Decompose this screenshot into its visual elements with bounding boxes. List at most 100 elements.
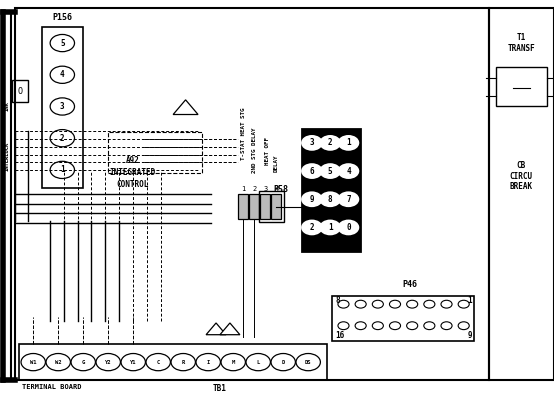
- Text: 6: 6: [310, 167, 314, 175]
- Bar: [260, 194, 270, 219]
- Text: 4: 4: [60, 70, 65, 79]
- Circle shape: [121, 354, 145, 371]
- Text: 0: 0: [346, 223, 351, 232]
- Circle shape: [441, 322, 452, 329]
- Text: P156: P156: [52, 13, 73, 22]
- Circle shape: [221, 354, 245, 371]
- Text: 7: 7: [346, 195, 351, 204]
- Circle shape: [458, 300, 469, 308]
- Text: I: I: [207, 359, 210, 365]
- Text: TERMINAL BOARD: TERMINAL BOARD: [22, 384, 81, 390]
- Circle shape: [246, 354, 270, 371]
- Text: 5: 5: [60, 39, 65, 47]
- Circle shape: [441, 300, 452, 308]
- Circle shape: [338, 300, 349, 308]
- Circle shape: [338, 136, 358, 150]
- Text: 3: 3: [60, 102, 65, 111]
- Circle shape: [146, 354, 171, 371]
- Circle shape: [355, 300, 366, 308]
- Circle shape: [407, 300, 418, 308]
- Circle shape: [21, 354, 45, 371]
- Circle shape: [338, 164, 358, 178]
- Circle shape: [50, 130, 74, 147]
- Bar: [15, 8, 489, 380]
- Bar: [332, 295, 474, 340]
- Text: W1: W1: [30, 359, 37, 365]
- Text: M: M: [232, 359, 235, 365]
- Circle shape: [302, 136, 322, 150]
- Circle shape: [372, 322, 383, 329]
- Bar: [489, 8, 554, 380]
- Text: 3: 3: [263, 186, 268, 192]
- Circle shape: [424, 322, 435, 329]
- Bar: [108, 132, 202, 173]
- Circle shape: [320, 164, 340, 178]
- Text: Y2: Y2: [105, 359, 111, 365]
- Circle shape: [46, 354, 70, 371]
- Circle shape: [302, 164, 322, 178]
- Bar: [19, 344, 327, 380]
- Bar: [302, 129, 360, 250]
- Circle shape: [372, 300, 383, 308]
- Polygon shape: [220, 323, 240, 335]
- Text: 4: 4: [346, 167, 351, 175]
- Circle shape: [302, 192, 322, 206]
- Text: G: G: [81, 359, 85, 365]
- Text: 1: 1: [241, 186, 245, 192]
- Circle shape: [389, 300, 401, 308]
- Text: 2: 2: [252, 186, 257, 192]
- Text: D: D: [281, 359, 285, 365]
- Text: O: O: [17, 87, 23, 96]
- Circle shape: [50, 161, 74, 179]
- Text: 2: 2: [310, 223, 314, 232]
- Circle shape: [296, 354, 320, 371]
- Circle shape: [389, 322, 401, 329]
- Text: W2: W2: [55, 359, 61, 365]
- Circle shape: [96, 354, 120, 371]
- Circle shape: [320, 220, 340, 235]
- Text: 2ND STG DELAY: 2ND STG DELAY: [252, 127, 257, 173]
- Text: CB
CIRCU
BREAK: CB CIRCU BREAK: [510, 161, 533, 191]
- Text: HEAT OFF: HEAT OFF: [264, 137, 270, 165]
- Text: 4: 4: [274, 186, 279, 192]
- Text: 16: 16: [335, 331, 345, 340]
- Text: DS: DS: [305, 359, 311, 365]
- Text: A92
INTEGRATED
CONTROL: A92 INTEGRATED CONTROL: [110, 156, 156, 188]
- Circle shape: [50, 34, 74, 52]
- Text: 9: 9: [310, 195, 314, 204]
- Circle shape: [320, 136, 340, 150]
- Text: P58: P58: [273, 185, 288, 194]
- Text: INK: INK: [4, 101, 10, 111]
- Text: L: L: [257, 359, 260, 365]
- Circle shape: [271, 354, 295, 371]
- Text: 1: 1: [60, 166, 65, 175]
- Circle shape: [171, 354, 196, 371]
- Bar: [12, 80, 28, 102]
- Text: INTERLOCK: INTERLOCK: [4, 142, 10, 171]
- Text: DELAY: DELAY: [273, 154, 279, 172]
- Text: T1
TRANSF: T1 TRANSF: [507, 33, 535, 53]
- Circle shape: [50, 98, 74, 115]
- Circle shape: [338, 220, 358, 235]
- Text: TB1: TB1: [212, 384, 226, 393]
- Circle shape: [355, 322, 366, 329]
- Text: 8: 8: [328, 195, 332, 204]
- Text: C: C: [157, 359, 160, 365]
- Bar: [496, 66, 547, 106]
- Text: 1: 1: [468, 296, 472, 305]
- Text: T-STAT HEAT STG: T-STAT HEAT STG: [240, 108, 246, 160]
- Text: 2: 2: [60, 134, 65, 143]
- Circle shape: [196, 354, 220, 371]
- Text: 3: 3: [310, 138, 314, 147]
- Bar: [271, 194, 281, 219]
- Circle shape: [50, 66, 74, 83]
- Bar: [238, 194, 248, 219]
- Polygon shape: [206, 323, 226, 335]
- Text: 9: 9: [468, 331, 472, 340]
- Text: 2: 2: [328, 138, 332, 147]
- Bar: [259, 191, 284, 222]
- Bar: [42, 27, 83, 188]
- Text: 1: 1: [346, 138, 351, 147]
- Circle shape: [338, 192, 358, 206]
- Polygon shape: [173, 100, 198, 115]
